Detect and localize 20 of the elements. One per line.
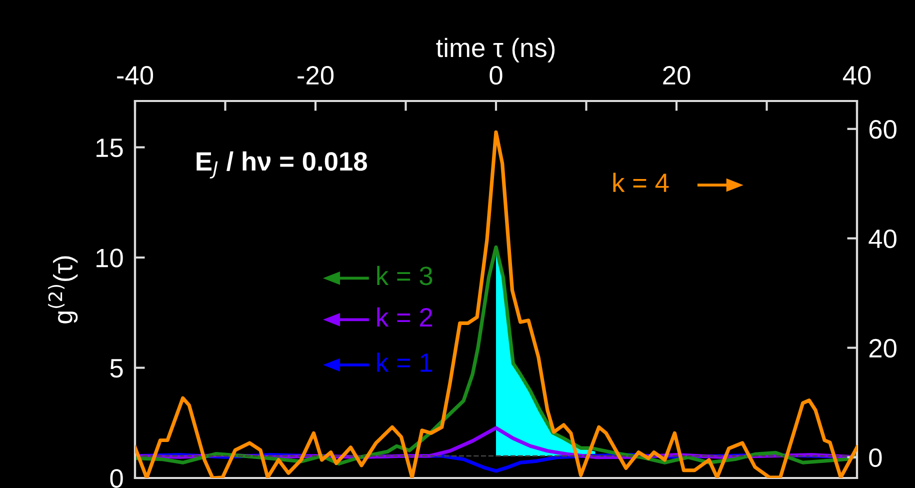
y-axis-title: g$^{(2)}$(τ) [48, 256, 78, 324]
y-tick-label: 10 [96, 248, 123, 268]
x-tick-label: 20 [663, 66, 690, 85]
x-axis-title: time τ (ns) [436, 38, 555, 62]
y-tick-label: 5 [110, 359, 123, 378]
y2-tick-label: 20 [869, 338, 896, 358]
y-tick-label: 15 [96, 138, 123, 158]
text: k = 4 [613, 172, 669, 192]
y-tick-label: 0 [110, 469, 123, 488]
x-tick-label: 0 [490, 66, 502, 85]
x-tick-label: -40 [117, 66, 154, 85]
y2-tick-label: 40 [868, 229, 896, 248]
y2-tick-label: 0 [869, 448, 882, 468]
x-tick-label: 40 [842, 66, 871, 85]
annotation: E$_{J}$ / hν = 0.018 [196, 151, 368, 179]
legend-label: k = 2 [377, 307, 432, 326]
y2-tick-label: 60 [869, 120, 896, 139]
legend-label: k = 1 [377, 352, 432, 372]
x-tick-label: -20 [298, 66, 334, 85]
legend-label: k = 3 [377, 266, 432, 286]
